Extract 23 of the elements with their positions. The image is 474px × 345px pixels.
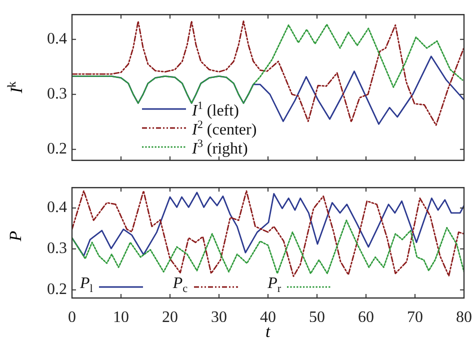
y-tick-label: 0.4 <box>47 199 67 216</box>
x-tick-label: 70 <box>407 308 423 326</box>
x-tick-label: 20 <box>162 308 178 326</box>
y-tick-label: 0.2 <box>47 281 67 298</box>
legend-label: P$_{r}$ <box>268 274 282 296</box>
y-tick-label: 0.4 <box>47 30 67 48</box>
legend-label: P$_{l}$ <box>80 274 93 296</box>
line-series <box>72 220 464 274</box>
x-tick-label: 10 <box>113 308 129 326</box>
legend-label: I$^{3}$ (right) <box>192 138 248 158</box>
line-series <box>72 190 464 278</box>
y-tick-label: 0.3 <box>47 86 67 103</box>
legend-label: P$_{c}$ <box>172 274 188 296</box>
legend-label: I$^{1}$ (left) <box>192 98 239 120</box>
x-tick-label: 80 <box>456 308 472 326</box>
y-tick-label: 0.3 <box>47 240 67 258</box>
y-axis-title: P <box>6 230 26 241</box>
x-tick-label: 30 <box>211 308 227 326</box>
x-tick-label: 0 <box>68 308 76 326</box>
y-tick-label: 0.2 <box>47 140 67 158</box>
legend-label: I$^{2}$ (center) <box>192 118 257 138</box>
x-tick-label: 50 <box>309 308 325 326</box>
x-tick-label: 60 <box>358 308 374 326</box>
